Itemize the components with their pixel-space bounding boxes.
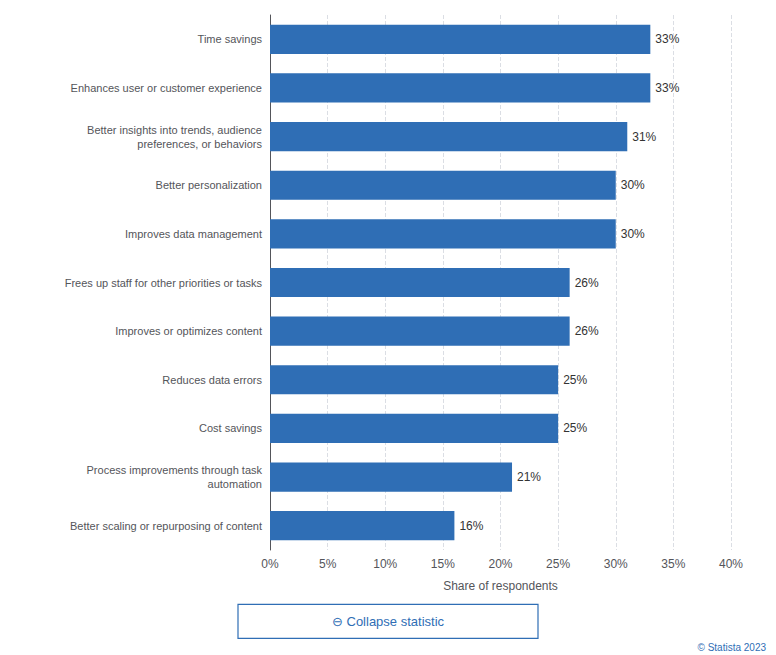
- svg-text:Time savings: Time savings: [198, 33, 263, 45]
- svg-text:30%: 30%: [621, 227, 645, 241]
- svg-text:5%: 5%: [319, 557, 337, 571]
- svg-text:Cost savings: Cost savings: [199, 422, 262, 434]
- svg-text:Improves or optimizes content: Improves or optimizes content: [115, 325, 262, 337]
- svg-text:Improves data management: Improves data management: [125, 228, 262, 240]
- svg-text:25%: 25%: [563, 421, 587, 435]
- svg-text:10%: 10%: [373, 557, 397, 571]
- svg-text:Enhances user or customer expe: Enhances user or customer experience: [71, 82, 262, 94]
- svg-text:Process improvements through t: Process improvements through task: [87, 464, 263, 476]
- svg-text:33%: 33%: [655, 32, 679, 46]
- svg-text:26%: 26%: [575, 324, 599, 338]
- svg-text:Share of respondents: Share of respondents: [443, 579, 558, 593]
- svg-text:20%: 20%: [488, 557, 512, 571]
- svg-text:30%: 30%: [604, 557, 628, 571]
- svg-text:⊖ Collapse statistic: ⊖ Collapse statistic: [332, 614, 445, 629]
- svg-text:35%: 35%: [661, 557, 685, 571]
- svg-text:40%: 40%: [719, 557, 743, 571]
- svg-text:21%: 21%: [517, 470, 541, 484]
- svg-text:Better personalization: Better personalization: [156, 179, 262, 191]
- svg-text:0%: 0%: [261, 557, 279, 571]
- svg-text:33%: 33%: [655, 81, 679, 95]
- svg-text:Better scaling or repurposing: Better scaling or repurposing of content: [70, 520, 262, 532]
- svg-text:Frees up staff for other prior: Frees up staff for other priorities or t…: [65, 277, 263, 289]
- svg-text:31%: 31%: [632, 130, 656, 144]
- svg-text:Reduces data errors: Reduces data errors: [162, 374, 262, 386]
- svg-text:15%: 15%: [431, 557, 455, 571]
- svg-text:26%: 26%: [575, 276, 599, 290]
- svg-text:30%: 30%: [621, 178, 645, 192]
- svg-text:automation: automation: [208, 478, 262, 490]
- svg-text:25%: 25%: [546, 557, 570, 571]
- svg-text:25%: 25%: [563, 373, 587, 387]
- svg-text:16%: 16%: [459, 519, 483, 533]
- svg-text:preferences, or behaviors: preferences, or behaviors: [137, 138, 262, 150]
- svg-text:Better insights into trends, a: Better insights into trends, audience: [87, 124, 262, 136]
- svg-text:© Statista 2023: © Statista 2023: [697, 642, 766, 653]
